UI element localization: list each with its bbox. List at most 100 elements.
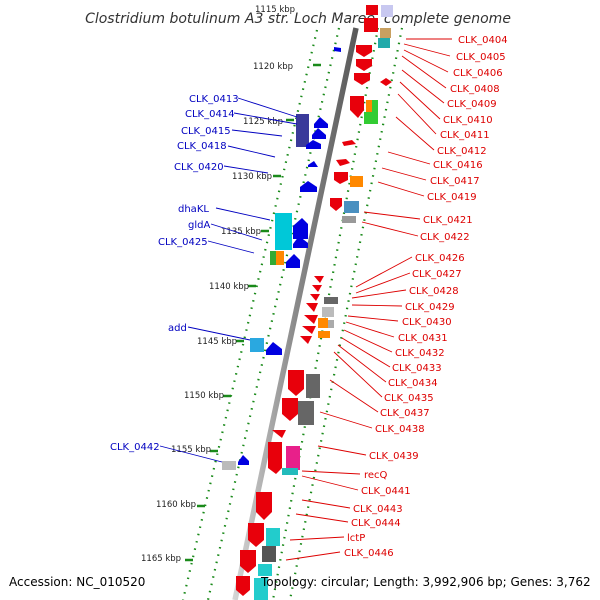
gene-label-right[interactable]: CLK_0437 [380,408,430,419]
gene-reverse[interactable] [238,455,249,465]
gene-label-right[interactable]: CLK_0433 [392,363,442,374]
gene-label-right[interactable]: CLK_0438 [375,424,425,435]
gene-label-left[interactable]: CLK_0415 [181,126,231,137]
gene-reverse[interactable] [334,47,341,52]
gene-label-right[interactable]: CLK_0426 [415,253,465,264]
gene-label-right[interactable]: CLK_0419 [427,192,477,203]
gene-label-right[interactable]: CLK_0446 [344,548,394,559]
gene-forward[interactable] [262,546,276,562]
gene-label-right[interactable]: CLK_0412 [437,146,487,157]
gene-label-right[interactable]: CLK_0431 [398,333,448,344]
gene-label-right[interactable]: CLK_0428 [409,286,459,297]
gene-reverse[interactable] [308,161,318,167]
gene-label-right[interactable]: CLK_0435 [384,393,434,404]
gene-forward[interactable] [282,398,298,421]
gene-reverse[interactable] [266,342,282,355]
gene-label-left[interactable]: CLK_0418 [177,141,227,152]
gene-forward[interactable] [380,28,391,38]
gene-reverse[interactable] [296,114,309,147]
gene-forward[interactable] [350,96,364,118]
gene-forward[interactable] [356,59,372,71]
gene-forward[interactable] [310,294,320,301]
gene-forward[interactable] [330,198,342,211]
gene-forward[interactable] [248,523,264,547]
gene-label-right[interactable]: CLK_0439 [369,451,419,462]
gene-forward[interactable] [298,401,314,425]
gene-forward[interactable] [328,320,334,328]
gene-forward[interactable] [366,5,378,15]
gene-forward[interactable] [318,318,328,328]
gene-label-left[interactable]: gldA [188,220,210,231]
gene-label-right[interactable]: CLK_0410 [443,115,493,126]
gene-forward[interactable] [380,78,392,86]
gene-forward[interactable] [356,45,372,57]
gene-forward[interactable] [314,276,324,283]
gene-label-right[interactable]: CLK_0422 [420,232,470,243]
gene-label-right[interactable]: CLK_0416 [433,160,483,171]
gene-label-right[interactable]: CLK_0404 [458,35,508,46]
gene-reverse[interactable] [314,117,328,128]
gene-forward[interactable] [322,307,334,317]
gene-label-right[interactable]: lctP [347,533,365,544]
gene-forward[interactable] [236,576,250,596]
gene-forward[interactable] [366,100,374,112]
gene-label-right[interactable]: CLK_0421 [423,215,473,226]
gene-label-right[interactable]: CLK_0408 [450,84,500,95]
gene-forward[interactable] [268,442,282,474]
gene-label-right[interactable]: CLK_0432 [395,348,445,359]
gene-forward[interactable] [334,172,348,184]
gene-reverse[interactable] [293,218,308,239]
gene-label-left[interactable]: CLK_0413 [189,94,239,105]
gene-forward[interactable] [258,564,272,576]
gene-label-right[interactable]: CLK_0434 [388,378,438,389]
gene-forward[interactable] [302,326,316,334]
gene-label-right[interactable]: CLK_0411 [440,130,490,141]
gene-reverse[interactable] [276,251,284,265]
gene-forward[interactable] [282,468,298,475]
gene-forward[interactable] [342,216,356,223]
gene-reverse[interactable] [306,140,321,149]
gene-label-right[interactable]: CLK_0443 [353,504,403,515]
gene-forward[interactable] [286,446,300,470]
gene-reverse[interactable] [250,338,264,352]
gene-forward[interactable] [240,550,256,573]
gene-label-left[interactable]: CLK_0420 [174,162,224,173]
gene-label-left[interactable]: CLK_0425 [158,237,208,248]
gene-label-right[interactable]: CLK_0429 [405,302,455,313]
gene-forward[interactable] [304,315,318,324]
gene-label-left[interactable]: CLK_0442 [110,442,160,453]
gene-label-left[interactable]: add [168,323,187,334]
gene-forward[interactable] [324,297,338,304]
gene-forward[interactable] [306,374,320,398]
gene-label-left[interactable]: dhaKL [178,204,209,215]
gene-forward[interactable] [256,492,272,520]
gene-reverse[interactable] [293,236,308,248]
gene-reverse[interactable] [312,128,326,139]
gene-reverse[interactable] [222,461,236,470]
gene-forward[interactable] [272,430,286,438]
gene-forward[interactable] [350,176,363,187]
gene-label-right[interactable]: CLK_0441 [361,486,411,497]
gene-label-right[interactable]: CLK_0409 [447,99,497,110]
gene-forward[interactable] [306,303,318,312]
gene-forward[interactable] [300,336,312,344]
gene-label-left[interactable]: CLK_0414 [185,109,235,120]
gene-forward[interactable] [336,159,350,166]
gene-forward[interactable] [372,100,378,124]
gene-reverse[interactable] [300,181,317,192]
gene-forward[interactable] [344,201,359,213]
gene-forward[interactable] [364,18,378,32]
gene-forward[interactable] [342,140,356,146]
gene-label-right[interactable]: CLK_0417 [430,176,480,187]
gene-forward[interactable] [266,528,280,546]
gene-forward[interactable] [318,331,330,338]
gene-label-right[interactable]: CLK_0406 [453,68,503,79]
gene-forward[interactable] [288,370,304,396]
gene-forward[interactable] [378,38,390,48]
gene-forward[interactable] [254,578,268,600]
gene-label-right[interactable]: CLK_0430 [402,317,452,328]
gene-reverse[interactable] [275,213,292,250]
gene-reverse[interactable] [270,251,276,265]
gene-label-right[interactable]: recQ [364,470,388,481]
gene-reverse[interactable] [286,254,300,268]
